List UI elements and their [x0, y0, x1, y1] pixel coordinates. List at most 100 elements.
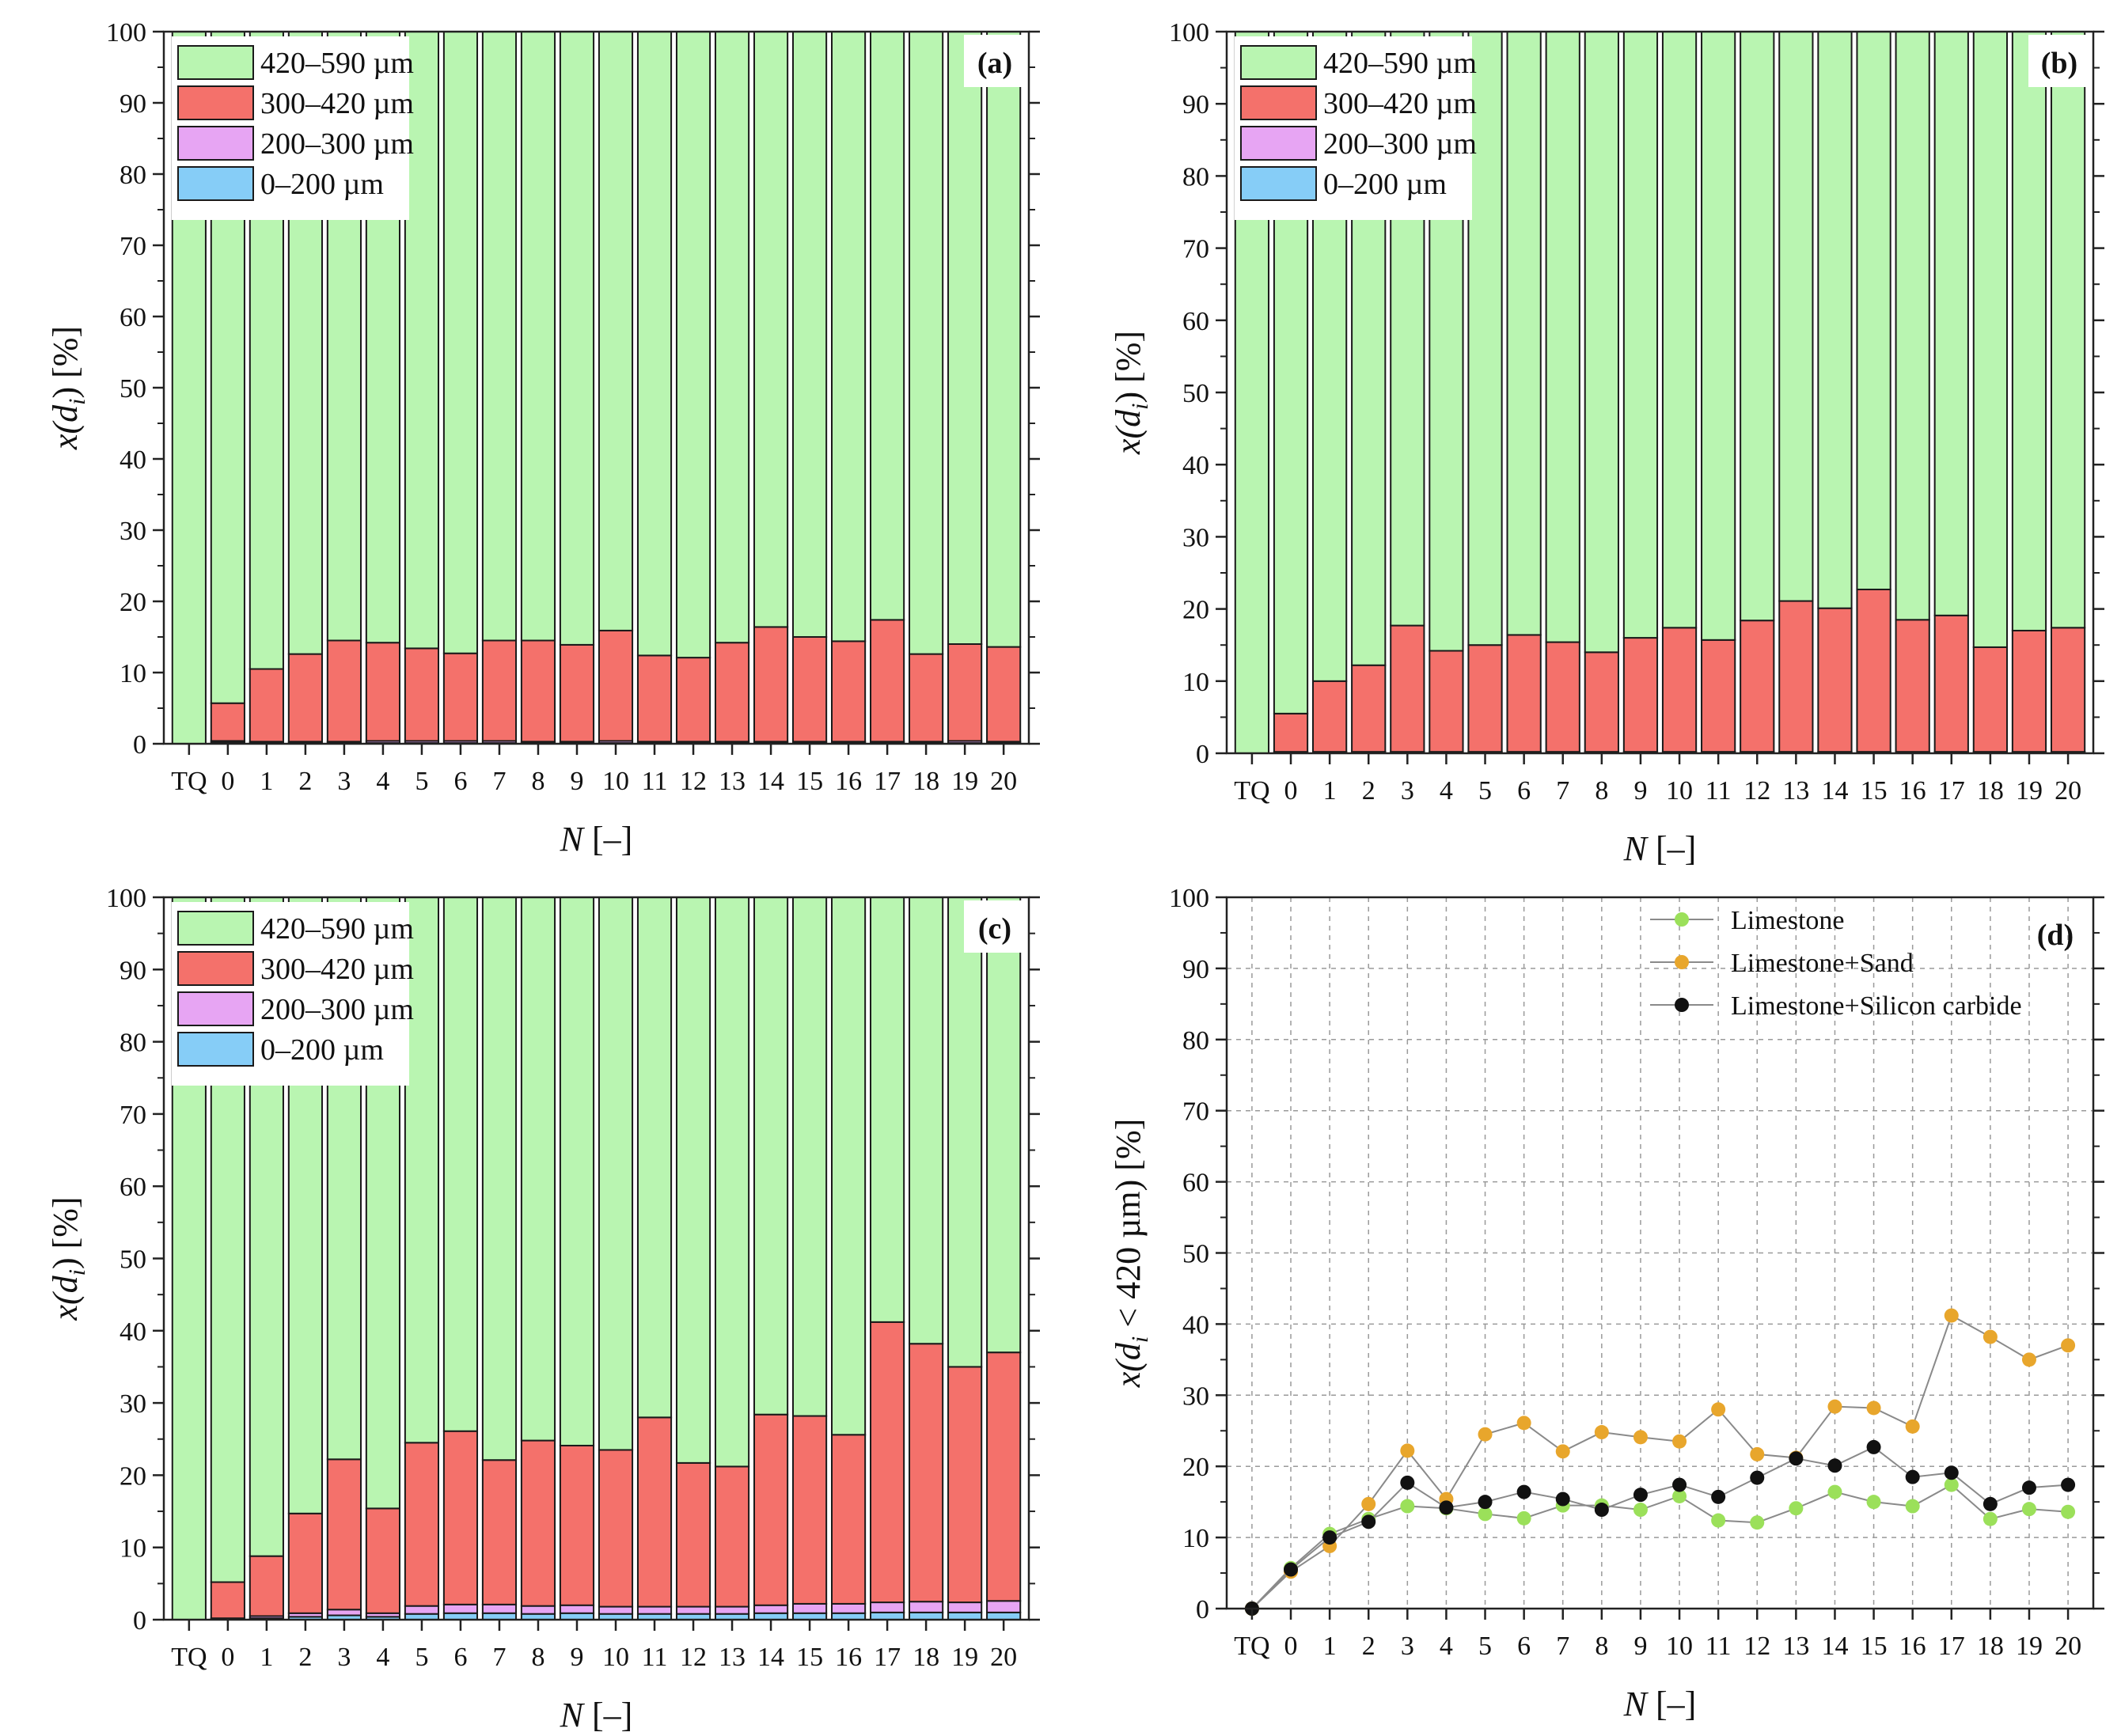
- bar-segment: [1895, 31, 1930, 621]
- data-point: [1750, 1470, 1765, 1485]
- bar-segment: [1545, 641, 1580, 753]
- x-tick-label: 16: [1899, 1632, 1926, 1661]
- y-axis-title-prefix: x(: [1109, 1359, 1148, 1389]
- x-axis-title: N [–]: [1623, 1685, 1697, 1723]
- x-tick-label: 7: [1556, 1632, 1569, 1661]
- y-tick-label: 90: [1182, 955, 1209, 984]
- y-tick-label: 50: [120, 374, 146, 404]
- bar-segment: [1467, 31, 1503, 646]
- series-limestone-sand: [1244, 1308, 2076, 1616]
- data-point: [1594, 1503, 1609, 1518]
- x-tick-label: 17: [1938, 776, 1965, 805]
- bar-segment: [714, 1465, 750, 1608]
- bar-segment: [831, 640, 867, 743]
- bar-segment: [831, 1602, 867, 1614]
- y-tick-label: 90: [120, 89, 146, 119]
- legend-swatch: [1240, 85, 1317, 120]
- bar-segment: [598, 1449, 634, 1608]
- x-tick-label: 2: [298, 1643, 312, 1672]
- data-point: [1400, 1443, 1415, 1458]
- x-axis-title-unit: [–]: [583, 820, 632, 859]
- bar-segment: [442, 1430, 479, 1605]
- bar-segment: [986, 1351, 1022, 1602]
- panel-label: (c): [978, 912, 1011, 946]
- y-axis-title-prefix: x(: [46, 421, 85, 451]
- y-tick-label: 40: [1182, 451, 1209, 480]
- x-axis-title-unit: [–]: [1647, 1685, 1696, 1723]
- x-tick-label: 15: [1861, 1632, 1888, 1661]
- x-tick-label: 19: [2016, 776, 2043, 805]
- y-axis-title-subscript: i: [64, 1269, 90, 1275]
- bar-segment: [404, 647, 440, 742]
- x-tick-label: 0: [221, 767, 234, 796]
- y-tick-label: 10: [1182, 1524, 1209, 1553]
- bar-segment: [753, 31, 789, 628]
- bar-segment: [481, 896, 518, 1461]
- y-tick-label: 80: [120, 161, 146, 190]
- x-axis-title-symbol: N: [560, 820, 586, 859]
- bar-segment: [520, 896, 556, 1442]
- bar-segment: [636, 1416, 673, 1608]
- legend-label: 200–300 µm: [260, 127, 414, 161]
- y-axis-title-suffix: ) [%]: [1109, 331, 1148, 404]
- bar-segment: [675, 1605, 711, 1615]
- data-point: [1905, 1499, 1920, 1514]
- y-tick-label: 50: [1182, 379, 1209, 408]
- x-tick-label: 18: [1977, 1632, 2004, 1661]
- bar-segment: [636, 31, 673, 657]
- y-tick-label: 100: [1169, 18, 1209, 47]
- y-tick-label: 40: [120, 445, 146, 475]
- bar-segment: [909, 31, 944, 655]
- data-point: [1516, 1416, 1531, 1431]
- x-tick-label: TQ: [171, 1643, 207, 1672]
- x-tick-label: 17: [874, 767, 901, 796]
- x-tick-label: 8: [531, 767, 544, 796]
- bar-segment: [326, 1609, 362, 1617]
- y-tick-label: 20: [120, 1461, 146, 1491]
- data-point: [1827, 1458, 1842, 1473]
- x-tick-label: 4: [376, 1643, 389, 1672]
- y-tick-label: 100: [106, 884, 146, 913]
- legend: 420–590 µm 300–420 µm 200–300 µm 0–200 µm: [172, 902, 414, 1086]
- x-tick-label: 2: [298, 767, 312, 796]
- bar-segment: [520, 1439, 556, 1607]
- y-axis-title: x(di) [%]: [46, 1196, 90, 1321]
- data-point: [1555, 1444, 1570, 1459]
- x-tick-label: 8: [531, 1643, 544, 1672]
- x-tick-label: 8: [1595, 776, 1608, 805]
- bar-segment: [520, 639, 556, 743]
- bar-segment: [559, 1444, 595, 1606]
- panel-label: (a): [977, 47, 1012, 80]
- x-axis-title: N [–]: [560, 820, 633, 859]
- bar-segment: [714, 31, 750, 644]
- bar-segment: [326, 1458, 362, 1611]
- bar-segment: [1661, 627, 1698, 753]
- bar-segment: [870, 896, 905, 1323]
- x-tick-label: 5: [1478, 1632, 1492, 1661]
- y-tick-label: 30: [120, 1389, 146, 1419]
- x-axis-title-unit: [–]: [583, 1696, 632, 1734]
- y-tick-label: 40: [120, 1317, 146, 1347]
- y-tick-label: 30: [1182, 1382, 1209, 1411]
- legend-label: 300–420 µm: [1323, 87, 1477, 120]
- x-tick-label: 13: [719, 1643, 746, 1672]
- bar-segment: [909, 1611, 944, 1620]
- bar-segment: [598, 629, 634, 742]
- y-axis-title-prefix: x(: [46, 1291, 85, 1321]
- legend-label: 420–590 µm: [1323, 47, 1477, 80]
- bar-segment: [1273, 712, 1309, 753]
- bar-segment: [481, 639, 518, 742]
- bar-segment: [1778, 600, 1814, 753]
- x-tick-label: 14: [757, 1643, 784, 1672]
- legend-swatch: [1240, 45, 1317, 80]
- data-point: [1711, 1402, 1726, 1417]
- bar-segment: [559, 31, 595, 646]
- x-axis-title-symbol: N: [560, 1696, 586, 1734]
- panel-label: (d): [2037, 919, 2074, 952]
- x-tick-label: 12: [1743, 1632, 1770, 1661]
- y-axis-title-subscript: i: [1127, 404, 1153, 410]
- bar-segment: [210, 1581, 245, 1620]
- x-tick-label: 3: [337, 1643, 351, 1672]
- bar-segment: [442, 31, 479, 654]
